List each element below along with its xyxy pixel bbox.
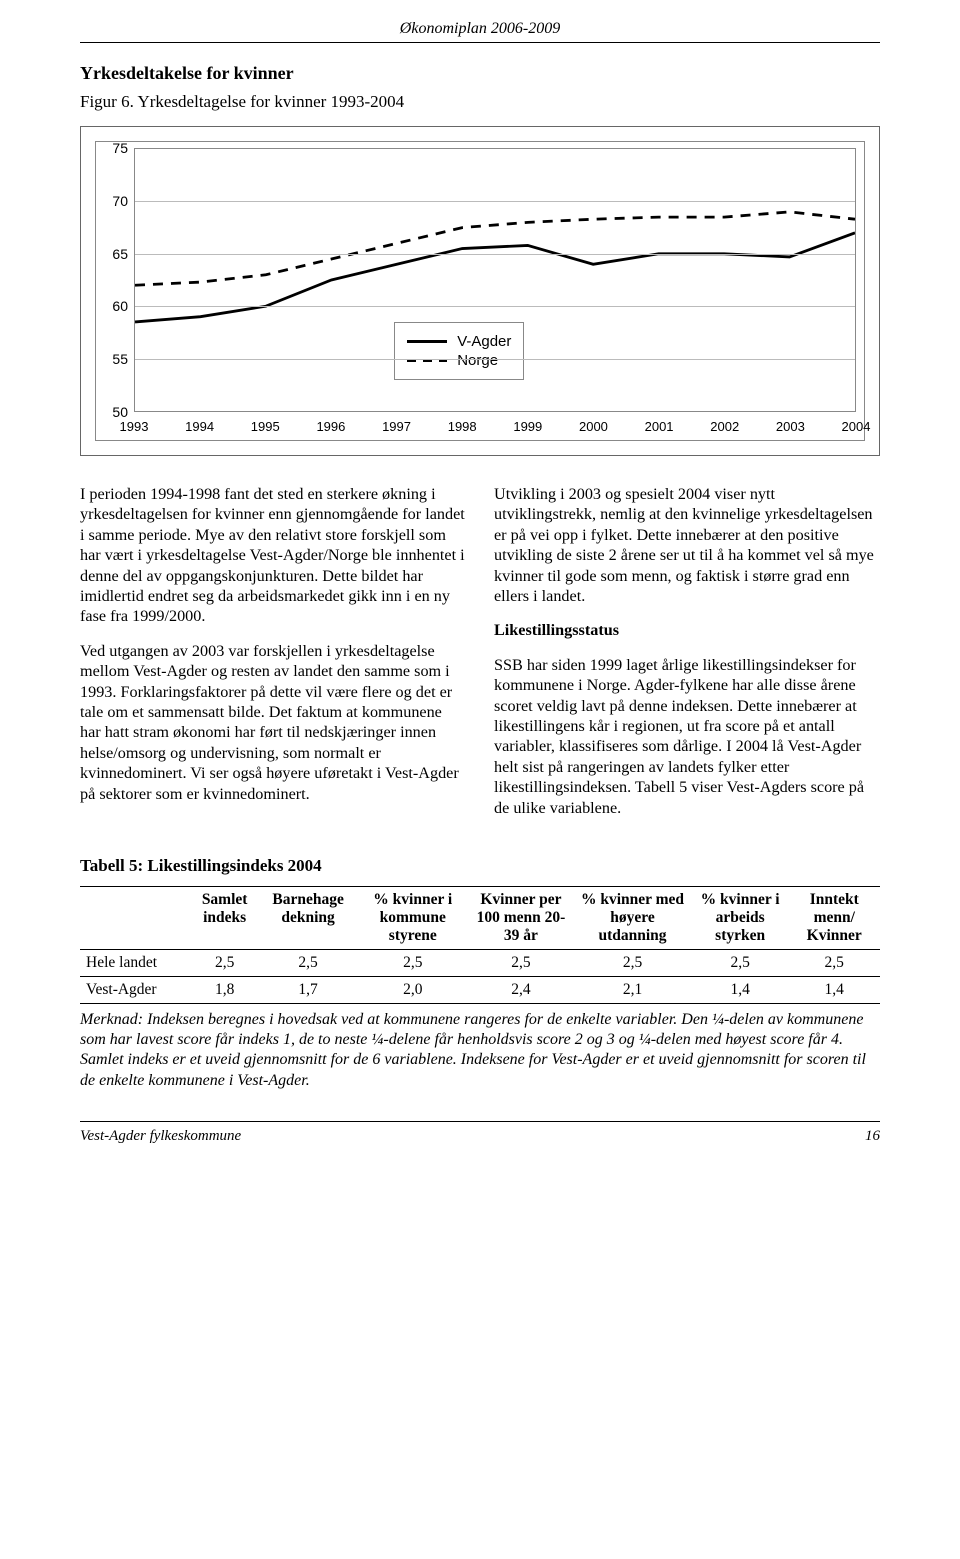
footer-left: Vest-Agder fylkeskommune	[80, 1128, 241, 1145]
legend-swatch	[407, 340, 447, 343]
chart-xtick: 1994	[185, 419, 214, 434]
chart-xtick: 1999	[513, 419, 542, 434]
table-cell: 2,5	[692, 950, 789, 977]
chart-xtick: 2002	[710, 419, 739, 434]
table-cell: 1,8	[190, 977, 259, 1004]
table-row: Vest-Agder1,81,72,02,42,11,41,4	[80, 977, 880, 1004]
table-col-header: % kvinner i arbeids styrken	[692, 887, 789, 950]
table-row-label: Hele landet	[80, 950, 190, 977]
chart-xtick: 1996	[316, 419, 345, 434]
figure-caption: Figur 6. Yrkesdeltagelse for kvinner 199…	[80, 92, 880, 112]
chart-xtick: 1995	[251, 419, 280, 434]
left-p2: Ved utgangen av 2003 var forskjellen i y…	[80, 641, 466, 804]
table-cell: 2,4	[469, 977, 574, 1004]
chart-ytick: 60	[100, 298, 128, 314]
legend-row: V-Agder	[407, 333, 511, 350]
chart-ytick: 70	[100, 193, 128, 209]
table-cell: 1,7	[259, 977, 357, 1004]
chart-xtick: 1998	[448, 419, 477, 434]
table-cell: 2,5	[190, 950, 259, 977]
table-col-header: % kvinner med høyere utdanning	[573, 887, 692, 950]
table-cell: 1,4	[788, 977, 880, 1004]
chart-ytick: 55	[100, 351, 128, 367]
chart-gridline	[135, 254, 855, 255]
table-cell: 2,5	[259, 950, 357, 977]
left-p1: I perioden 1994-1998 fant det sted en st…	[80, 484, 466, 627]
chart-gridline	[135, 306, 855, 307]
table-col-header: Barnehage dekning	[259, 887, 357, 950]
table-note: Merknad: Indeksen beregnes i hovedsak ve…	[80, 1010, 880, 1091]
legend-row: Norge	[407, 352, 511, 369]
chart-xtick: 1997	[382, 419, 411, 434]
page-footer: Vest-Agder fylkeskommune 16	[80, 1128, 880, 1145]
table-col-header: Inntekt menn/ Kvinner	[788, 887, 880, 950]
top-rule	[80, 42, 880, 43]
table-cell: 1,4	[692, 977, 789, 1004]
chart-xtick: 2000	[579, 419, 608, 434]
chart-ytick: 65	[100, 246, 128, 262]
right-p2: SSB har siden 1999 laget årlige likestil…	[494, 655, 880, 818]
table-cell: 2,5	[788, 950, 880, 977]
section-title: Yrkesdeltakelse for kvinner	[80, 63, 880, 84]
body-columns: I perioden 1994-1998 fant det sted en st…	[80, 484, 880, 832]
chart-gridline	[135, 201, 855, 202]
chart-plot-area: V-Agder Norge	[134, 148, 856, 412]
chart-xtick: 2003	[776, 419, 805, 434]
likestilling-table: Samlet indeksBarnehage dekning% kvinner …	[80, 886, 880, 1004]
chart-xtick: 2004	[842, 419, 871, 434]
bottom-rule	[80, 1121, 880, 1122]
table-cell: 2,5	[573, 950, 692, 977]
chart-xtick: 2001	[645, 419, 674, 434]
table-row-label: Vest-Agder	[80, 977, 190, 1004]
chart-inner-frame: V-Agder Norge 50 55 60 65 70 75 1993 1994 1995 199…	[95, 141, 865, 441]
chart-series-norge	[135, 212, 855, 285]
table-body: Hele landet2,52,52,52,52,52,52,5Vest-Agd…	[80, 950, 880, 1004]
table-header-row: Samlet indeksBarnehage dekning% kvinner …	[80, 887, 880, 950]
body-right-col: Utvikling i 2003 og spesielt 2004 viser …	[494, 484, 880, 832]
table-cell: 2,5	[469, 950, 574, 977]
doc-header: Økonomiplan 2006-2009	[80, 20, 880, 38]
legend-label: V-Agder	[457, 333, 511, 350]
table-cell: 2,5	[357, 950, 469, 977]
chart-xtick: 1993	[120, 419, 149, 434]
chart-gridline	[135, 359, 855, 360]
table-col-header: Kvinner per 100 menn 20-39 år	[469, 887, 574, 950]
chart-outer-frame: V-Agder Norge 50 55 60 65 70 75 1993 1994 1995 199…	[80, 126, 880, 456]
body-left-col: I perioden 1994-1998 fant det sted en st…	[80, 484, 466, 832]
table-title: Tabell 5: Likestillingsindeks 2004	[80, 856, 880, 876]
table-col-header: Samlet indeks	[190, 887, 259, 950]
right-p1: Utvikling i 2003 og spesielt 2004 viser …	[494, 484, 880, 606]
chart-ytick: 75	[100, 140, 128, 156]
table-col-header: % kvinner i kommune styrene	[357, 887, 469, 950]
table-row: Hele landet2,52,52,52,52,52,52,5	[80, 950, 880, 977]
legend-label: Norge	[457, 352, 498, 369]
table-col-header	[80, 887, 190, 950]
table-cell: 2,1	[573, 977, 692, 1004]
chart-ytick: 50	[100, 404, 128, 420]
chart-legend: V-Agder Norge	[394, 322, 524, 380]
right-subhead: Likestillingsstatus	[494, 620, 880, 640]
table-cell: 2,0	[357, 977, 469, 1004]
footer-right: 16	[865, 1128, 880, 1145]
